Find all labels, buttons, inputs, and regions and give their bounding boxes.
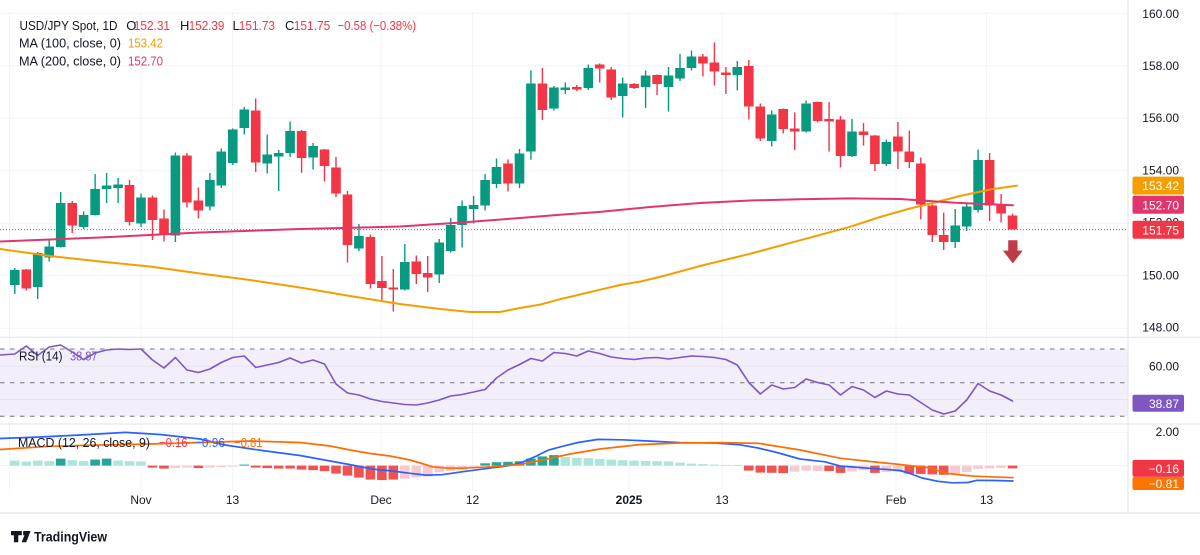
svg-text:153.42: 153.42 <box>128 36 163 51</box>
svg-text:158.00: 158.00 <box>1142 59 1179 73</box>
svg-text:60.00: 60.00 <box>1149 360 1179 374</box>
svg-text:156.00: 156.00 <box>1142 111 1179 125</box>
svg-text:−0.81: −0.81 <box>1149 477 1180 491</box>
svg-text:13: 13 <box>980 493 994 507</box>
svg-text:L: L <box>233 18 240 33</box>
svg-text:152.70: 152.70 <box>128 54 163 69</box>
svg-text:USD/JPY Spot, 1D: USD/JPY Spot, 1D <box>20 18 118 33</box>
svg-text:13: 13 <box>226 493 240 507</box>
svg-text:151.75: 151.75 <box>1142 223 1179 237</box>
svg-text:154.00: 154.00 <box>1142 164 1179 178</box>
svg-text:MA (100, close, 0): MA (100, close, 0) <box>19 36 121 51</box>
svg-text:160.00: 160.00 <box>1142 7 1179 21</box>
svg-text:−0.16: −0.16 <box>159 435 188 450</box>
svg-text:H: H <box>180 18 189 33</box>
svg-text:148.00: 148.00 <box>1142 321 1179 335</box>
svg-text:152.70: 152.70 <box>1142 198 1179 212</box>
svg-text:13: 13 <box>715 493 729 507</box>
svg-text:C: C <box>285 18 294 33</box>
svg-text:38.87: 38.87 <box>1149 397 1179 411</box>
svg-text:MACD (12, 26, close, 9): MACD (12, 26, close, 9) <box>18 435 150 450</box>
svg-text:150.00: 150.00 <box>1142 269 1179 283</box>
svg-text:38.87: 38.87 <box>70 349 98 364</box>
svg-text:−0.96: −0.96 <box>195 435 225 450</box>
svg-text:Nov: Nov <box>130 493 151 507</box>
svg-text:Feb: Feb <box>886 493 907 507</box>
svg-text:153.42: 153.42 <box>1142 179 1179 193</box>
svg-text:151.75: 151.75 <box>294 18 330 33</box>
svg-text:MA (200, close, 0): MA (200, close, 0) <box>19 54 121 69</box>
svg-text:2.00: 2.00 <box>1156 425 1180 439</box>
svg-text:152.39: 152.39 <box>189 18 225 33</box>
svg-text:O: O <box>126 18 136 33</box>
svg-text:TradingView: TradingView <box>34 529 107 544</box>
svg-text:Dec: Dec <box>370 493 391 507</box>
svg-text:RSI (14): RSI (14) <box>19 349 63 364</box>
svg-text:152.31: 152.31 <box>134 18 170 33</box>
svg-text:151.73: 151.73 <box>239 18 275 33</box>
svg-text:2025: 2025 <box>616 493 643 507</box>
svg-text:−0.16: −0.16 <box>1149 462 1180 476</box>
svg-text:12: 12 <box>466 493 480 507</box>
svg-text:−0.58 (−0.38%): −0.58 (−0.38%) <box>338 18 417 33</box>
svg-text:−0.81: −0.81 <box>234 435 263 450</box>
